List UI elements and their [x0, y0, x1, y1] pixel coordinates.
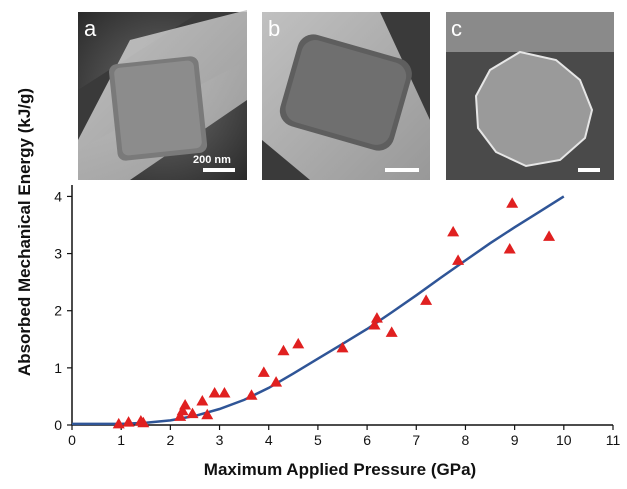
x-tick-label: 0 [68, 432, 76, 448]
inset-b-scale-bar [385, 168, 419, 172]
inset-image-b: b [262, 12, 430, 180]
data-point-triangle [292, 337, 305, 349]
data-point-triangle [447, 225, 460, 237]
data-point-triangle [385, 326, 398, 337]
data-point-triangle [503, 243, 516, 254]
markers-layer [112, 197, 556, 429]
data-point-triangle [196, 395, 209, 406]
x-tick-label: 11 [606, 432, 621, 448]
data-point-triangle [179, 399, 192, 410]
data-point-triangle [370, 312, 383, 323]
data-point-triangle [112, 417, 125, 429]
fit-line-layer [72, 195, 565, 426]
inset-b-letter: b [268, 16, 280, 41]
x-tick-label: 1 [117, 432, 125, 448]
x-tick-label: 4 [265, 432, 273, 448]
data-point-triangle [218, 387, 231, 398]
inset-a-letter: a [84, 16, 97, 41]
x-tick-label: 10 [556, 432, 572, 448]
data-point-triangle [506, 197, 519, 208]
data-point-triangle [452, 254, 465, 265]
data-point-triangle [245, 389, 258, 400]
y-tick-label: 2 [54, 303, 62, 319]
x-tick-label: 5 [314, 432, 322, 448]
y-tick-label: 3 [54, 246, 62, 262]
y-axis-label: Absorbed Mechanical Energy (kJ/g) [15, 88, 34, 376]
y-tick-label: 4 [54, 188, 62, 204]
x-tick-label: 3 [216, 432, 224, 448]
x-tick-label: 2 [166, 432, 174, 448]
data-point-triangle [368, 319, 381, 330]
data-point-triangle [420, 294, 433, 305]
data-point-triangle [257, 366, 270, 377]
inset-c-letter: c [451, 16, 462, 41]
inset-image-c: c [446, 12, 614, 180]
data-point-triangle [336, 341, 349, 353]
data-point-triangle [174, 410, 187, 421]
x-tick-label: 8 [462, 432, 470, 448]
x-ticks: 0 1 2 3 4 5 6 7 8 9 10 11 [68, 425, 620, 448]
x-tick-label: 9 [511, 432, 519, 448]
y-tick-label: 1 [54, 360, 62, 376]
inset-a-scale-bar [203, 168, 235, 172]
data-point-triangle [208, 387, 221, 398]
y-tick-label: 0 [54, 417, 62, 433]
data-point-triangle [176, 404, 189, 416]
inset-c-scale-bar [578, 168, 600, 172]
y-ticks: 0 1 2 3 4 [54, 188, 72, 433]
data-point-triangle [277, 344, 290, 356]
x-tick-label: 7 [412, 432, 420, 448]
data-point-triangle [137, 416, 150, 428]
x-axis-label: Maximum Applied Pressure (GPa) [204, 460, 476, 479]
fit-line [72, 195, 565, 426]
x-tick-label: 6 [363, 432, 371, 448]
data-point-triangle [122, 416, 135, 427]
axes [71, 185, 613, 426]
inset-a-scale-label: 200 nm [193, 154, 231, 166]
data-point-triangle [543, 230, 556, 241]
inset-image-a: a 200 nm [78, 2, 247, 180]
data-point-triangle [270, 376, 283, 387]
data-point-triangle [201, 408, 214, 420]
data-point-triangle [186, 407, 199, 419]
